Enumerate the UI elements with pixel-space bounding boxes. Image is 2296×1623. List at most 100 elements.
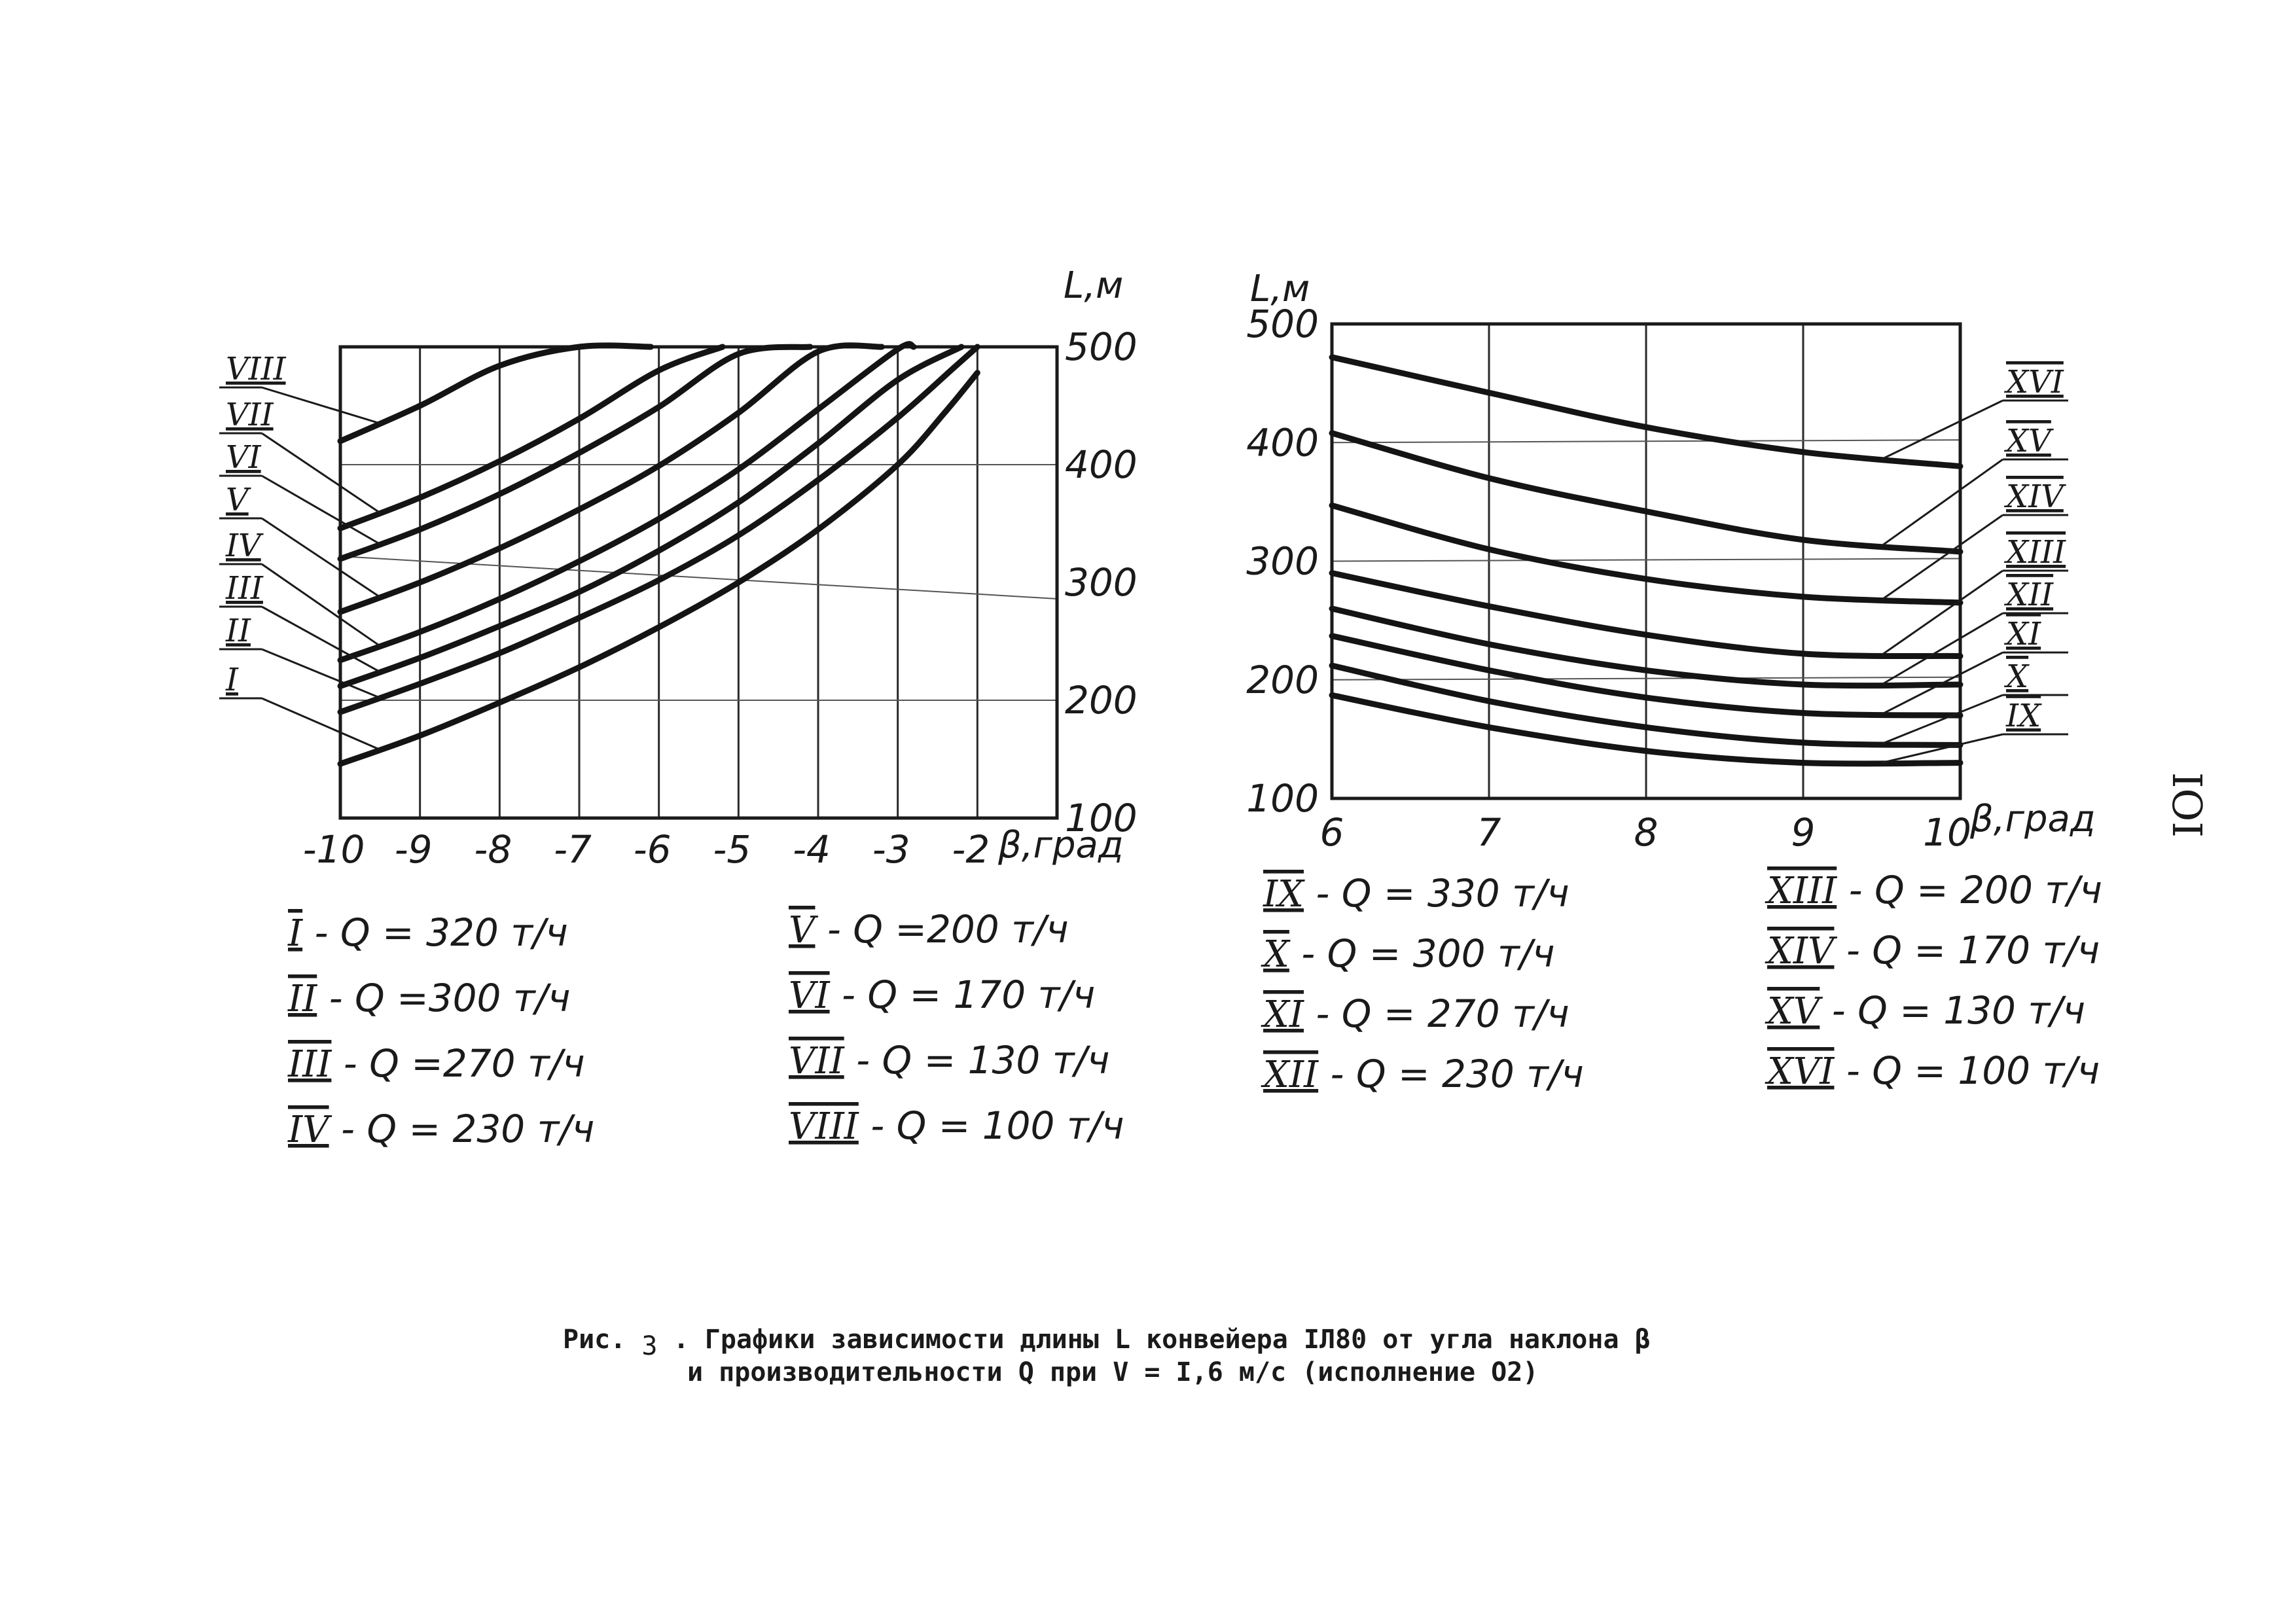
right-legend-item: IX - Q = 330 т/ч xyxy=(1263,871,1570,916)
right-legend-item: XIII - Q = 200 т/ч xyxy=(1765,868,2102,912)
right-x-tick-label: 9 xyxy=(1791,810,1816,855)
left-legend-roman: III xyxy=(287,1043,332,1086)
left-legend-text: - Q = 100 т/ч xyxy=(859,1103,1124,1148)
figure-caption: Рис. 3 . Графики зависимости длины L кон… xyxy=(563,1325,1651,1387)
right-curve-label-xii: XII xyxy=(2003,577,2054,613)
left-x-tick-label: -4 xyxy=(793,827,831,872)
left-legend-roman: V xyxy=(789,909,819,952)
left-legend-item: IV - Q = 230 т/ч xyxy=(287,1107,594,1151)
right-curve-label-xiv: XIV xyxy=(2003,478,2066,515)
right-legend-text: - Q = 130 т/ч xyxy=(1820,988,2085,1033)
left-y-axis-label: L,м xyxy=(1064,264,1123,307)
left-legend-item: VII - Q = 130 т/ч xyxy=(789,1038,1109,1082)
right-curve-label-ix: IX xyxy=(2005,698,2042,734)
legend-right-column-2: XIII - Q = 200 т/ч XIV - Q = 170 т/ч XV - … xyxy=(1765,868,2102,1093)
right-curve-label-xv: XV xyxy=(2003,423,2054,459)
right-x-tick-label: 7 xyxy=(1477,810,1501,855)
legend-left-column-1: I - Q = 320 т/ч II - Q =300 т/ч III - Q =2… xyxy=(287,910,594,1151)
left-curve-i xyxy=(337,370,980,767)
right-legend-text: - Q = 330 т/ч xyxy=(1304,871,1570,916)
left-curve-label-ii: II xyxy=(225,613,251,649)
left-legend-item: VI - Q = 170 т/ч xyxy=(789,972,1095,1017)
right-legend-roman: XIV xyxy=(1765,930,1838,972)
right-y-tick-label: 200 xyxy=(1246,658,1319,702)
left-curve-viii xyxy=(337,342,654,444)
left-grid xyxy=(340,347,1058,818)
left-curve-vi xyxy=(337,344,814,562)
right-y-axis-label: L,м xyxy=(1250,268,1310,310)
left-x-ticks: -10 -9 -8 -7 -6 -5 -4 -3 -2 xyxy=(303,827,990,872)
right-legend-roman: XII xyxy=(1261,1054,1319,1096)
right-curve-label-xi: XI xyxy=(2003,616,2041,652)
left-curve-ii xyxy=(337,344,980,715)
left-legend-item: VIII - Q = 100 т/ч xyxy=(789,1103,1124,1148)
left-curve-vii xyxy=(337,344,726,531)
right-curve-ix xyxy=(1329,692,1964,767)
right-legend-roman: XI xyxy=(1261,993,1305,1036)
left-curve-leader xyxy=(261,474,381,545)
left-curve-label-vii: VII xyxy=(226,397,274,433)
left-x-tick-label: -9 xyxy=(395,827,433,872)
legend-left-column-2: V - Q =200 т/ч VI - Q = 170 т/ч VII - Q = … xyxy=(789,907,1124,1148)
caption-prefix: Рис. xyxy=(563,1325,626,1355)
caption-line-1: . Графики зависимости длины L конвейера … xyxy=(673,1325,1651,1355)
right-curve-label-xiii: XIII xyxy=(2003,534,2066,571)
left-legend-roman: VII xyxy=(789,1040,846,1082)
left-curve-leader xyxy=(261,648,381,699)
right-legend-item: X - Q = 300 т/ч xyxy=(1261,931,1555,976)
right-curve-xiv xyxy=(1329,502,1964,606)
left-x-tick-label: -10 xyxy=(303,827,365,872)
left-legend-item: V - Q =200 т/ч xyxy=(789,907,1069,952)
left-y-ticks: 100 200 300 400 500 xyxy=(1065,325,1138,840)
right-curve-leader xyxy=(1881,612,2003,686)
right-legend-item: XVI - Q = 100 т/ч xyxy=(1765,1048,2100,1093)
left-curve-leader xyxy=(261,517,381,598)
right-grid xyxy=(1331,324,1961,798)
right-legend-item: XV - Q = 130 т/ч xyxy=(1765,988,2085,1033)
right-x-axis-label: β,град xyxy=(1969,798,2096,840)
right-curve-leader xyxy=(1881,569,2003,656)
left-curve-label-viii: VIII xyxy=(226,351,287,387)
left-grid-hline xyxy=(340,556,1058,599)
right-legend-roman: XVI xyxy=(1765,1050,1835,1093)
right-legend-text: - Q = 300 т/ч xyxy=(1289,931,1555,976)
right-y-tick-label: 100 xyxy=(1246,776,1319,821)
right-y-tick-label: 400 xyxy=(1246,420,1319,465)
right-curve-leader xyxy=(1881,733,2003,764)
right-curve-leader xyxy=(1881,458,2003,547)
left-legend-roman: VIII xyxy=(789,1105,860,1148)
left-legend-roman: II xyxy=(287,978,318,1020)
left-curve-iv xyxy=(337,341,917,664)
right-plot-frame xyxy=(1330,322,1962,800)
right-curve-leader xyxy=(1881,399,2003,460)
left-y-tick-label: 300 xyxy=(1065,560,1138,605)
left-y-tick-label: 500 xyxy=(1065,325,1138,369)
right-curve-xii xyxy=(1329,605,1964,689)
left-legend-item: I - Q = 320 т/ч xyxy=(287,910,568,955)
right-legend-roman: XV xyxy=(1765,990,1823,1033)
right-curve-xiii xyxy=(1329,570,1964,660)
right-legend-roman: X xyxy=(1261,933,1291,976)
right-curve-label-xvi: XVI xyxy=(2003,364,2064,401)
svg-text:Рис. 3 . Графики з: Рис. 3 . Графики зависимости длины L кон… xyxy=(563,1325,1651,1361)
left-curve-label-iv: IV xyxy=(225,527,264,564)
page-number: IOI xyxy=(2163,772,2211,838)
left-legend-item: II - Q =300 т/ч xyxy=(287,976,570,1020)
left-x-tick-label: -5 xyxy=(713,827,751,872)
left-legend-text: - Q = 230 т/ч xyxy=(329,1107,595,1151)
caption-line-2: и производительности Q при V = I,6 м/с (… xyxy=(687,1357,1538,1387)
left-curve-leader xyxy=(261,432,381,514)
left-curve-leader xyxy=(261,697,381,751)
left-x-tick-label: -7 xyxy=(554,827,592,872)
left-legend-text: - Q =270 т/ч xyxy=(331,1041,584,1086)
right-y-ticks: 100 200 300 400 500 xyxy=(1246,302,1319,821)
right-y-tick-label: 300 xyxy=(1246,539,1319,584)
right-x-ticks: 6 7 8 9 10 xyxy=(1320,810,1971,855)
caption-fig-number: 3 xyxy=(641,1331,657,1361)
left-curve-iii xyxy=(337,344,965,689)
left-y-tick-label: 100 xyxy=(1065,796,1138,840)
right-curve-xi xyxy=(1329,633,1964,719)
left-legend-text: - Q = 320 т/ч xyxy=(302,910,568,955)
